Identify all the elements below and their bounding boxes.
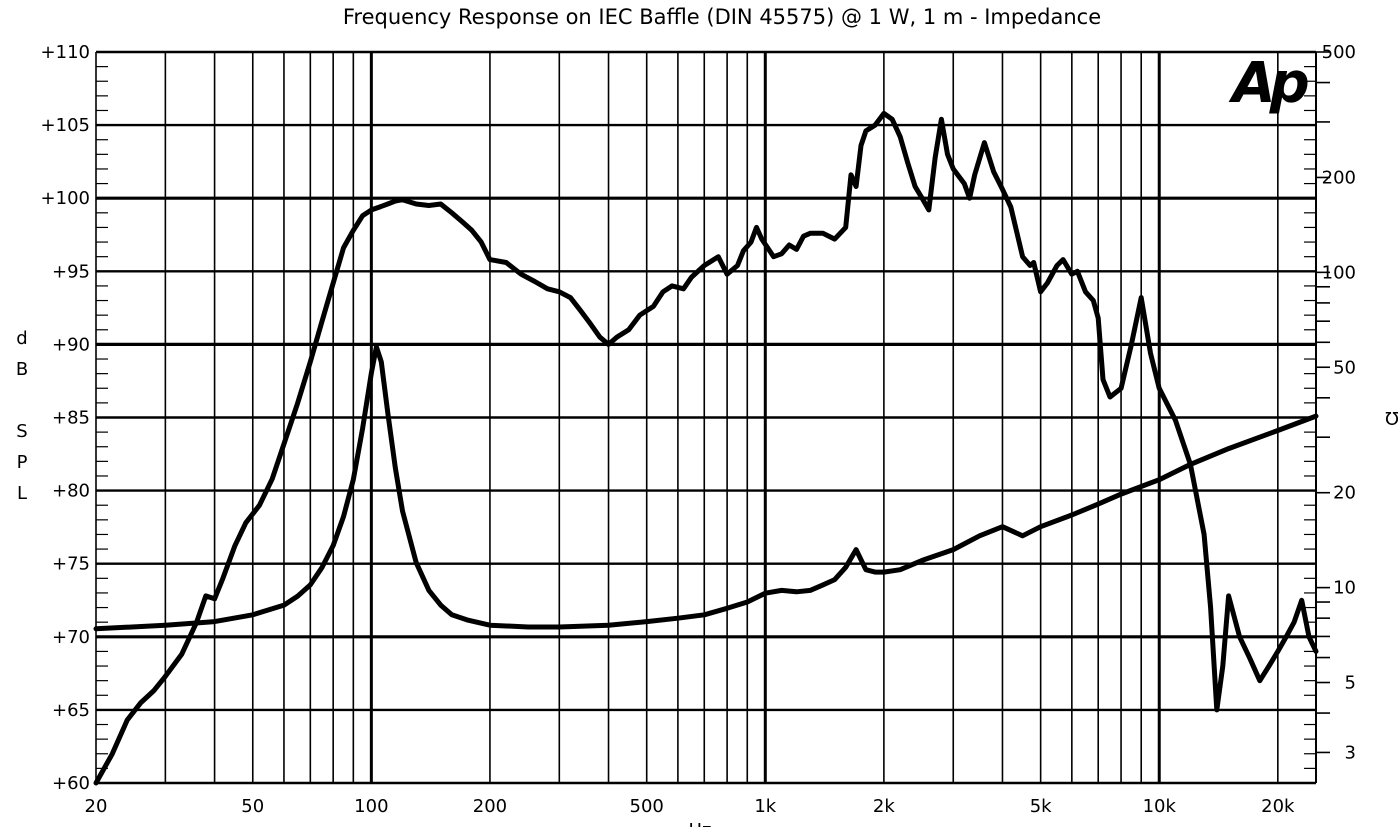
- y-tick-label: +75: [52, 554, 90, 575]
- y-tick-label: +110: [41, 42, 90, 63]
- x-axis-label: Hz: [689, 820, 712, 827]
- y2-tick-label: 5: [1345, 673, 1356, 694]
- y-tick-label: +60: [52, 773, 90, 794]
- x-tick-label: 20: [85, 796, 108, 817]
- spl-curve: [93, 110, 1319, 786]
- y-axis-ticks: +60 +65 +70 +75 +80 +85 +90 +95 +100 +105 +110: [41, 42, 90, 794]
- impedance-curve: [93, 344, 1319, 632]
- y-axis-label-letter: L: [17, 483, 27, 504]
- chart-title: Frequency Response on IEC Baffle (DIN 45…: [343, 5, 1101, 29]
- x-tick-label: 20k: [1261, 796, 1295, 817]
- y-axis-label-letter: P: [17, 452, 28, 473]
- x-tick-label: 50: [241, 796, 264, 817]
- y-tick-label: +65: [52, 700, 90, 721]
- y2-tick-label: 10: [1333, 578, 1356, 599]
- y-tick-label: +95: [52, 261, 90, 282]
- y-axis-label: dB SPL: [16, 328, 28, 504]
- x-tick-label: 2k: [873, 796, 895, 817]
- x-tick-label: 5k: [1030, 796, 1052, 817]
- y-tick-label: +80: [52, 481, 90, 502]
- plot-curves: [93, 110, 1319, 786]
- y-axis-label-letter: d: [16, 328, 27, 349]
- y2-tick-label: 500: [1322, 42, 1356, 63]
- y2-axis-ticks: 500 200 100 50 20 10 5 3: [1322, 42, 1356, 763]
- y2-tick-label: 50: [1333, 357, 1356, 378]
- y2-tick-label: 3: [1345, 742, 1356, 763]
- y-axis-label-letter: S: [16, 421, 27, 442]
- y2-tick-label: 100: [1322, 262, 1356, 283]
- x-tick-label: 200: [473, 796, 507, 817]
- y-tick-label: +85: [52, 408, 90, 429]
- x-tick-label: 10k: [1143, 796, 1177, 817]
- y2-axis-label: Ω: [1385, 407, 1398, 428]
- y-tick-label: +90: [52, 334, 90, 355]
- y2-tick-label: 200: [1322, 167, 1356, 188]
- x-axis-ticks: 20 50 100 200 500 1k 2k 5k 10k 20k: [85, 796, 1296, 817]
- ap-logo: Ap: [1228, 51, 1307, 116]
- x-tick-label: 1k: [754, 796, 776, 817]
- y-tick-label: +100: [41, 188, 90, 209]
- plot-grid: [95, 50, 1330, 785]
- x-tick-label: 500: [630, 796, 664, 817]
- y-tick-label: +105: [41, 115, 90, 136]
- x-tick-label: 100: [354, 796, 388, 817]
- y-axis-label-letter: B: [16, 359, 28, 380]
- y2-tick-label: 20: [1333, 483, 1356, 504]
- y-tick-label: +70: [52, 627, 90, 648]
